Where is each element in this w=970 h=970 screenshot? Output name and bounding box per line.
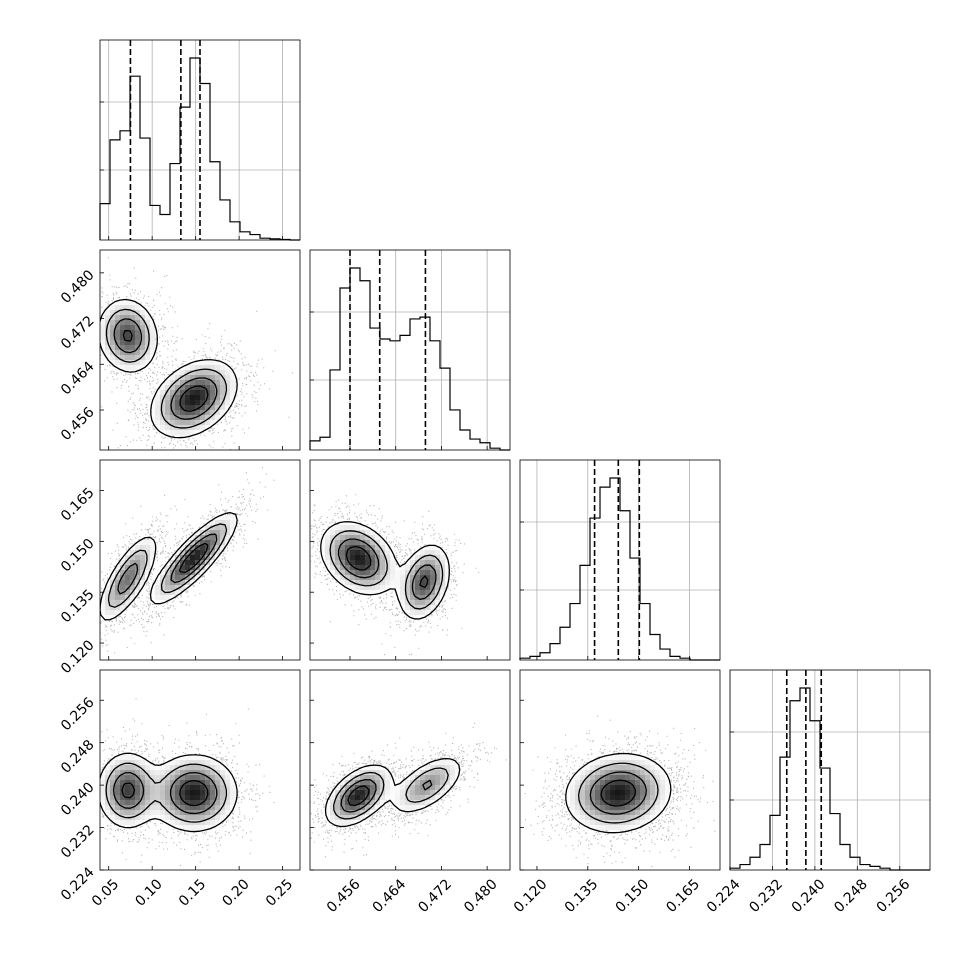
panel-frame [99, 459, 301, 661]
x-tick-label: 0.464 [370, 876, 410, 916]
y-tick-label: 0.232 [58, 822, 98, 862]
contour-level-3 [121, 779, 209, 807]
density-content [100, 467, 275, 654]
y-tick-label: 0.248 [58, 737, 98, 777]
x-tick-label: 0.456 [324, 876, 364, 916]
x-tick-label: 0.224 [704, 876, 744, 916]
density-content [310, 722, 507, 858]
contour-level-0 [100, 752, 238, 833]
panel-frame [99, 39, 301, 241]
x-tick-label: 0.15 [176, 876, 209, 909]
density-content [310, 494, 480, 656]
contour-level-2 [112, 772, 218, 815]
panel-frame [519, 669, 721, 871]
histogram-line-2 [519, 477, 720, 661]
density-panel-3-0 [99, 669, 301, 871]
x-tick-label: 0.480 [461, 876, 501, 916]
density-content [100, 257, 293, 450]
density-content [524, 715, 716, 868]
y-tick-label: 0.480 [58, 267, 98, 307]
contour-level-1 [333, 767, 449, 820]
density-panel-3-2 [519, 669, 721, 871]
x-tick-label: 0.472 [415, 876, 455, 916]
x-tick-label: 0.240 [789, 876, 829, 916]
density-panel-1-0 [99, 249, 301, 451]
contour-level-3 [600, 779, 637, 807]
x-tick-label: 0.20 [219, 876, 252, 909]
density-shading [100, 755, 236, 831]
y-tick-label: 0.464 [58, 359, 98, 399]
y-tick-label: 0.256 [58, 695, 98, 735]
contour-level-2 [340, 778, 433, 813]
contour-level-0 [320, 521, 450, 620]
density-content [100, 698, 275, 866]
x-tick-label: 0.232 [746, 876, 786, 916]
x-tick-labels-3: 0.224 0.232 0.240 0.248 0.256 [704, 876, 913, 916]
contour-level-1 [329, 530, 444, 610]
x-tick-label: 0.25 [263, 876, 296, 909]
contour-level-0 [565, 752, 672, 834]
x-tick-label: 0.150 [613, 876, 653, 916]
y-tick-labels-2: 0.120 0.135 0.150 0.165 [58, 485, 98, 677]
y-tick-label: 0.165 [58, 485, 98, 525]
panel-frame [99, 669, 301, 871]
y-tick-label: 0.150 [58, 536, 98, 576]
histogram-line-1 [309, 267, 510, 451]
histogram-panel-2 [519, 459, 721, 661]
x-tick-label: 0.120 [511, 876, 551, 916]
x-tick-label: 0.05 [89, 876, 122, 909]
y-tick-label: 0.135 [58, 587, 98, 627]
panel-background [310, 250, 510, 450]
histogram-panel-0 [99, 39, 301, 241]
contour-level-3 [345, 545, 429, 588]
x-tick-label: 0.248 [831, 876, 871, 916]
x-tick-label: 0.165 [663, 876, 703, 916]
x-tick-label: 0.256 [874, 876, 914, 916]
panel-frame [729, 669, 931, 871]
panel-frame [309, 249, 511, 451]
contour-level-2 [589, 771, 647, 815]
contour-level-2 [113, 318, 218, 420]
density-shading [100, 300, 236, 441]
contour-level-2 [117, 533, 218, 595]
contour-level-1 [578, 762, 659, 824]
density-panel-2-1 [309, 459, 511, 661]
panel-frame [309, 459, 511, 661]
x-tick-labels-1: 0.456 0.464 0.472 0.480 [324, 876, 501, 916]
contour-level-3 [122, 330, 209, 412]
contour-level-1 [107, 523, 228, 608]
panel-frame [519, 459, 721, 661]
histogram-panel-1 [309, 249, 511, 451]
contour-level-0 [324, 757, 461, 828]
x-tick-labels-0: 0.05 0.10 0.15 0.20 0.25 [89, 876, 296, 909]
contour-level-3 [178, 542, 209, 574]
density-panel-3-1 [309, 669, 511, 871]
y-tick-label: 0.472 [58, 313, 98, 353]
y-tick-labels-1: 0.456 0.464 0.472 0.480 [58, 267, 98, 444]
panel-frame [309, 669, 511, 871]
contour-level-0 [100, 512, 238, 621]
y-tick-label: 0.120 [58, 637, 98, 677]
y-tick-label: 0.456 [58, 404, 98, 444]
x-tick-labels-2: 0.120 0.135 0.150 0.165 [511, 876, 703, 916]
panel-background [310, 670, 510, 870]
x-tick-label: 0.10 [132, 876, 165, 909]
contour-level-2 [337, 538, 437, 600]
contour-level-3 [347, 785, 370, 807]
scatter-points [524, 715, 716, 868]
x-tick-label: 0.135 [562, 876, 602, 916]
density-panel-2-0 [99, 459, 301, 661]
histogram-line-3 [729, 687, 930, 871]
histogram-panel-3 [729, 669, 931, 871]
y-tick-label: 0.240 [58, 779, 98, 819]
contour-level-1 [105, 762, 228, 823]
contour-level-1 [105, 308, 228, 429]
panel-frame [99, 249, 301, 451]
